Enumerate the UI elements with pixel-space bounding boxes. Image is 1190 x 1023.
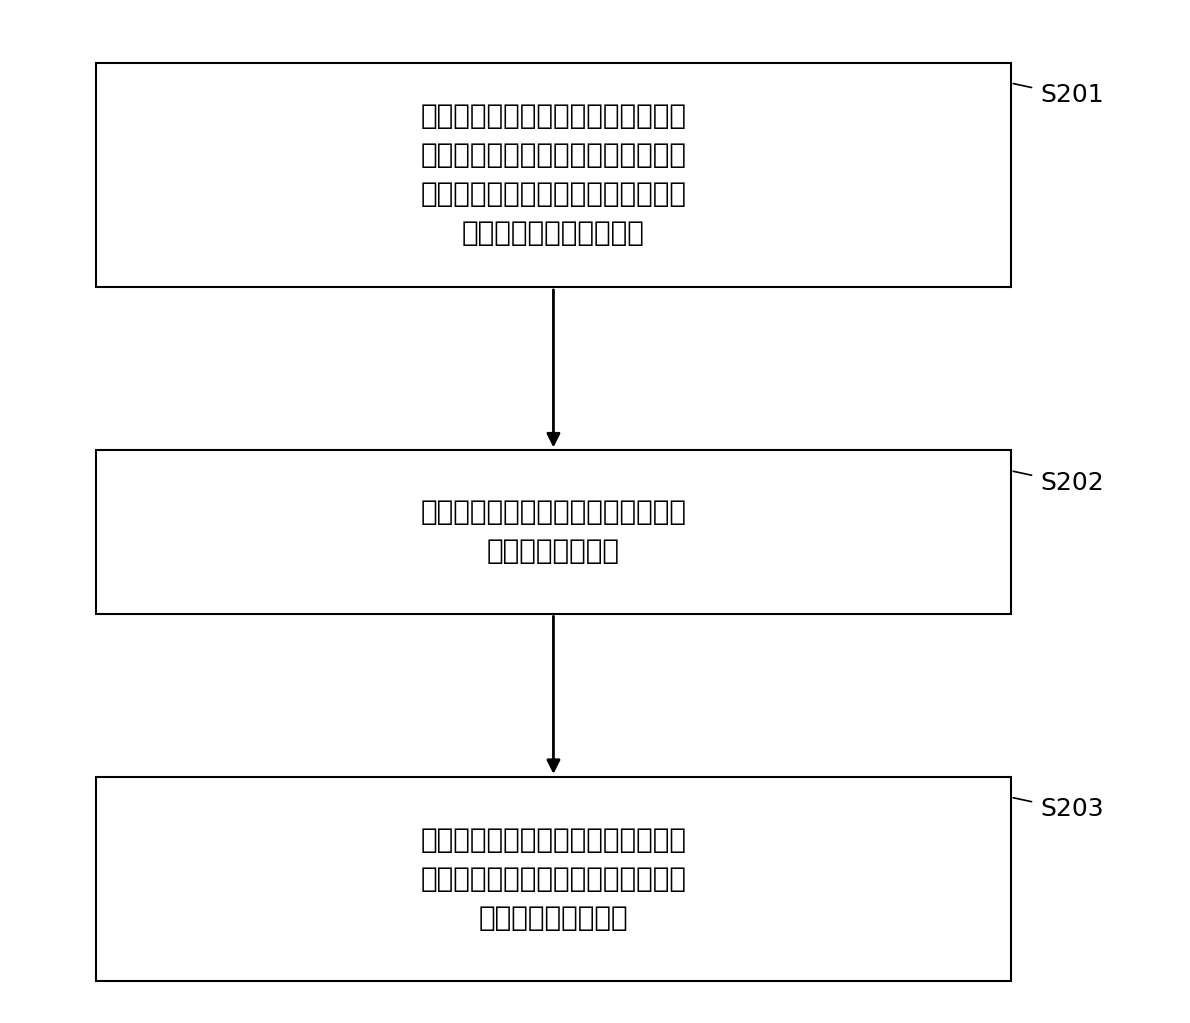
Text: S202: S202 [1040, 471, 1104, 495]
FancyBboxPatch shape [96, 62, 1010, 287]
FancyBboxPatch shape [96, 776, 1010, 981]
Text: S201: S201 [1040, 83, 1104, 107]
FancyBboxPatch shape [96, 450, 1010, 614]
Text: 基于所述房间的朝向信息和所述看房
时间信息生成所述房间的三维全景模
型对应的三维热力图: 基于所述房间的朝向信息和所述看房 时间信息生成所述房间的三维全景模 型对应的三维… [420, 826, 687, 932]
Text: S203: S203 [1040, 797, 1104, 821]
Text: 获取所述房间的朝向信息以及用户输
入的看房时间信息: 获取所述房间的朝向信息以及用户输 入的看房时间信息 [420, 498, 687, 566]
Text: 当用户在所述装配式建筑平台的全景
看房模块中选定至少一个房间之后，
在所述装配式建筑平台的界面上加载
所述房间的三维全景模型: 当用户在所述装配式建筑平台的全景 看房模块中选定至少一个房间之后， 在所述装配式… [420, 102, 687, 248]
